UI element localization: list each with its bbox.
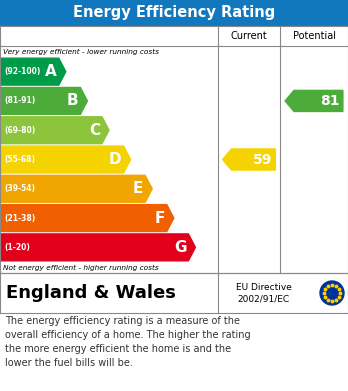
Text: EU Directive
2002/91/EC: EU Directive 2002/91/EC — [236, 283, 291, 303]
Text: E: E — [133, 181, 143, 196]
Text: A: A — [45, 64, 57, 79]
Text: (92-100): (92-100) — [4, 67, 40, 76]
Text: Potential: Potential — [293, 31, 335, 41]
Text: 81: 81 — [321, 94, 340, 108]
Text: (21-38): (21-38) — [4, 213, 35, 222]
Bar — [0, 273, 348, 313]
Polygon shape — [1, 175, 152, 202]
Text: G: G — [174, 240, 187, 255]
Text: (1-20): (1-20) — [4, 243, 30, 252]
Text: Energy Efficiency Rating: Energy Efficiency Rating — [73, 5, 275, 20]
Polygon shape — [1, 204, 174, 231]
Text: Very energy efficient - lower running costs: Very energy efficient - lower running co… — [3, 48, 159, 55]
Text: The energy efficiency rating is a measure of the
overall efficiency of a home. T: The energy efficiency rating is a measur… — [5, 316, 251, 368]
Polygon shape — [223, 149, 275, 170]
Bar — [0, 26, 348, 273]
Text: (69-80): (69-80) — [4, 126, 35, 135]
Circle shape — [320, 281, 344, 305]
Text: (55-68): (55-68) — [4, 155, 35, 164]
Text: 59: 59 — [253, 152, 272, 167]
Text: Not energy efficient - higher running costs: Not energy efficient - higher running co… — [3, 264, 159, 271]
Polygon shape — [1, 234, 195, 261]
Text: F: F — [155, 211, 165, 226]
Polygon shape — [1, 146, 130, 173]
Polygon shape — [1, 117, 109, 143]
Text: B: B — [67, 93, 78, 108]
Polygon shape — [285, 90, 343, 111]
Polygon shape — [1, 88, 87, 115]
Polygon shape — [1, 58, 66, 85]
Bar — [0, 0, 348, 26]
Text: Current: Current — [231, 31, 267, 41]
Text: (81-91): (81-91) — [4, 97, 35, 106]
Text: C: C — [89, 123, 100, 138]
Text: England & Wales: England & Wales — [6, 284, 176, 302]
Text: (39-54): (39-54) — [4, 184, 35, 193]
Text: D: D — [109, 152, 121, 167]
